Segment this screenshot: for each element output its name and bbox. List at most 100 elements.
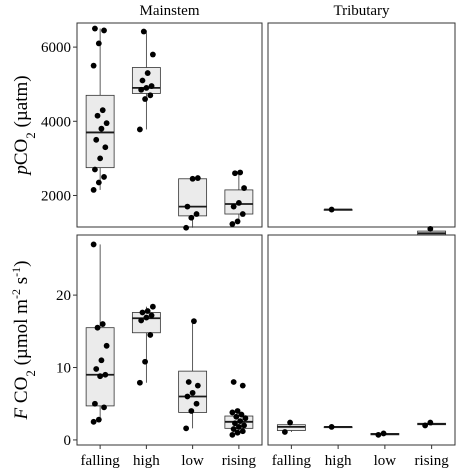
y-tick-label: 4000	[41, 114, 71, 130]
data-point	[95, 40, 102, 47]
data-point	[193, 211, 200, 217]
data-point	[427, 419, 434, 426]
y-tick-label: 2000	[41, 188, 71, 204]
x-tick-label-high: high	[133, 453, 160, 469]
data-point	[237, 418, 244, 425]
data-point	[239, 211, 246, 217]
x-tick-label-falling: falling	[81, 453, 121, 469]
data-point	[148, 312, 155, 319]
data-point	[193, 400, 200, 407]
data-point	[138, 86, 145, 93]
data-point	[194, 382, 201, 389]
data-point	[138, 317, 145, 324]
data-point	[230, 379, 237, 385]
panel-fco2-tributary	[267, 234, 456, 446]
data-point	[184, 203, 191, 210]
data-point	[328, 423, 335, 430]
data-point	[139, 309, 146, 316]
data-point	[92, 166, 98, 173]
data-point	[281, 429, 288, 435]
data-point	[194, 175, 201, 181]
data-point	[239, 382, 246, 389]
data-point	[102, 144, 109, 151]
data-point	[232, 170, 238, 177]
box-high	[323, 206, 353, 213]
data-point	[375, 431, 382, 438]
data-point	[92, 25, 98, 32]
data-point	[234, 218, 241, 225]
data-point	[149, 303, 156, 310]
data-point	[103, 342, 110, 349]
data-point	[188, 408, 195, 414]
data-point	[241, 422, 247, 429]
data-point	[93, 366, 100, 372]
data-point	[99, 107, 106, 114]
data-point	[185, 379, 192, 385]
data-point	[328, 206, 335, 213]
data-point	[242, 415, 249, 422]
data-point	[229, 221, 236, 227]
box-falling	[276, 419, 306, 435]
data-point	[136, 126, 143, 133]
data-point	[92, 400, 98, 407]
y-tick-label: 10	[56, 361, 71, 377]
data-point	[103, 120, 110, 127]
box-low	[178, 175, 208, 231]
box-rising	[417, 419, 447, 429]
data-point	[101, 404, 107, 411]
data-point	[188, 214, 195, 221]
x-tick-label-high: high	[325, 453, 352, 469]
data-point	[287, 419, 293, 426]
data-point	[189, 389, 196, 396]
data-point	[98, 357, 105, 364]
data-point	[229, 431, 236, 438]
data-point	[90, 241, 97, 248]
box-falling	[85, 25, 115, 193]
box-low	[178, 318, 208, 432]
data-point	[237, 169, 244, 176]
data-point	[90, 187, 97, 193]
y-axis-label-text: pCO2 (µatm)	[11, 75, 38, 176]
data-point	[98, 125, 105, 132]
data-point	[234, 429, 241, 436]
x-tick-label-low: low	[181, 453, 204, 469]
data-point	[233, 413, 240, 420]
data-point	[183, 425, 190, 432]
data-point	[94, 112, 101, 119]
data-point	[239, 428, 246, 435]
data-point	[189, 175, 196, 182]
data-point	[142, 358, 148, 365]
data-point	[148, 83, 155, 89]
data-point	[184, 393, 191, 400]
data-point	[422, 422, 429, 429]
data-point	[238, 411, 245, 418]
data-point	[143, 314, 150, 321]
data-point	[97, 373, 104, 380]
facet-strip-tributary: Tributary	[333, 3, 390, 19]
data-point	[229, 409, 236, 416]
data-point	[230, 426, 237, 432]
box-body	[85, 327, 115, 407]
data-point	[144, 308, 151, 314]
data-point	[142, 96, 148, 102]
data-point	[90, 62, 97, 69]
facet-strip-mainstem: Mainstem	[140, 3, 200, 19]
y-axis-label-pco2: pCO2 (µatm)	[11, 75, 38, 176]
data-point	[427, 225, 434, 232]
data-point	[183, 224, 190, 231]
box-rising	[224, 169, 254, 227]
data-point	[230, 203, 237, 210]
box-low	[370, 430, 400, 438]
data-point	[140, 28, 147, 35]
panel-pco2-tributary	[267, 22, 456, 228]
y-tick-label: 20	[56, 288, 71, 304]
data-point	[147, 332, 154, 338]
data-point	[90, 418, 97, 425]
box-high	[131, 303, 161, 386]
y-axis-label-fco2: F CO2 (µmol m-2 s-1)	[9, 261, 38, 421]
data-point	[241, 185, 247, 191]
data-point	[97, 155, 104, 162]
data-point	[101, 174, 107, 180]
box-rising	[224, 379, 254, 438]
